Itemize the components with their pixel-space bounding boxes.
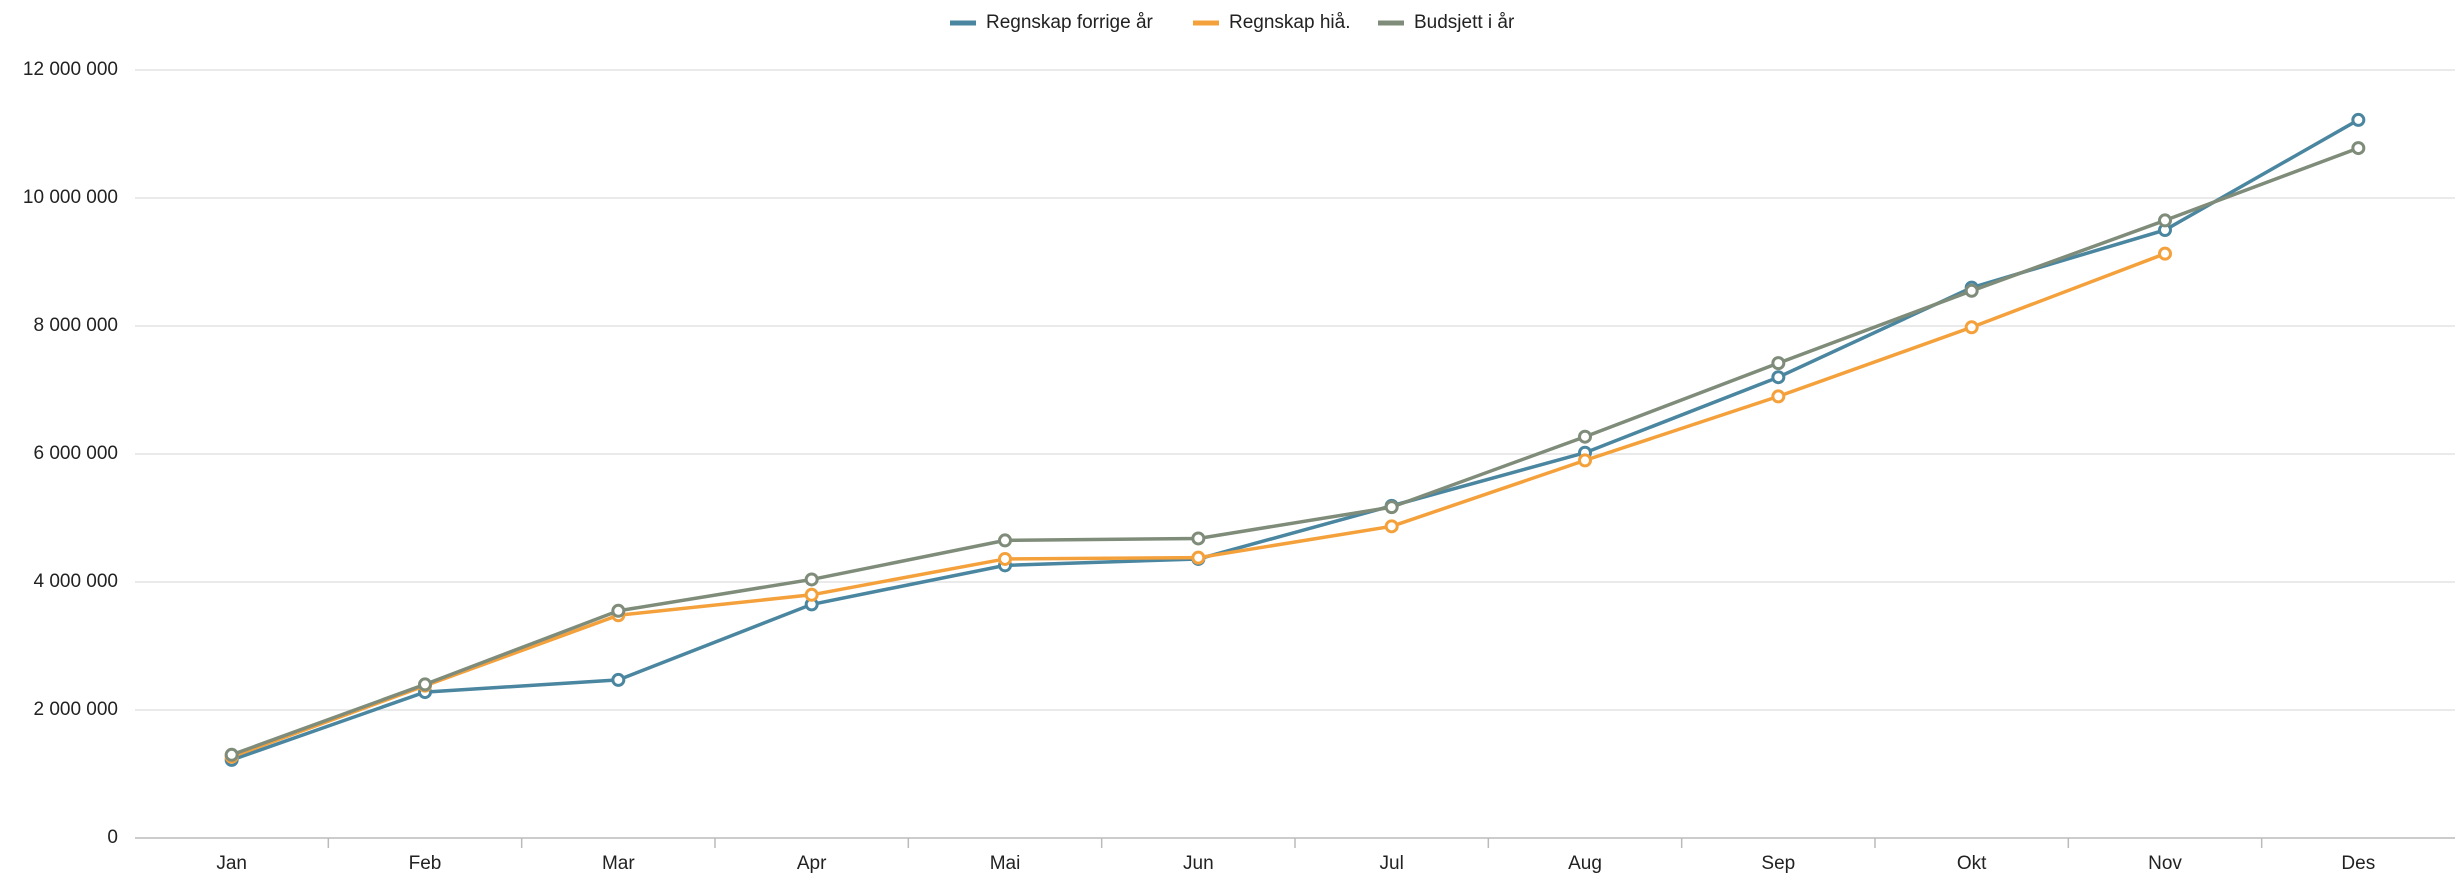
x-tick-label: Jan — [216, 853, 247, 874]
x-tick-label: Jul — [1380, 853, 1404, 874]
data-point — [804, 587, 819, 602]
data-point — [224, 747, 239, 762]
data-point — [611, 672, 626, 687]
data-point — [998, 551, 1012, 566]
x-tick-label: Nov — [2148, 853, 2182, 874]
data-point — [998, 533, 1012, 548]
data-point — [2351, 141, 2366, 156]
data-point — [2158, 213, 2172, 228]
y-tick-label: 2 000 000 — [33, 699, 118, 720]
x-tick-label: Feb — [409, 853, 442, 874]
series-line — [231, 118, 2360, 762]
data-point — [1384, 519, 1399, 534]
y-tick-label: 8 000 000 — [33, 315, 118, 336]
data-point — [1384, 500, 1399, 515]
data-point — [1578, 429, 1592, 444]
x-tick-label: Jun — [1183, 853, 1214, 874]
data-point — [1771, 370, 1786, 385]
x-tick-label: Apr — [797, 853, 827, 874]
data-point — [611, 603, 626, 618]
data-point — [1578, 453, 1592, 468]
y-tick-label: 4 000 000 — [33, 571, 118, 592]
legend-label: Budsjett i år — [1414, 12, 1515, 33]
x-tick-label: Des — [2341, 853, 2375, 874]
y-tick-label: 6 000 000 — [33, 443, 118, 464]
y-tick-label: 10 000 000 — [23, 187, 118, 208]
x-tick-label: Mai — [990, 853, 1021, 874]
data-point — [1771, 389, 1786, 404]
x-tick-label: Okt — [1957, 853, 1987, 874]
data-point — [1191, 531, 1206, 546]
data-point — [1964, 320, 1979, 335]
x-tick-label: Aug — [1568, 853, 1602, 874]
data-point — [2351, 112, 2366, 127]
data-point — [418, 677, 432, 692]
x-tick-label: Sep — [1761, 853, 1795, 874]
data-point — [1191, 550, 1206, 565]
data-point — [2158, 246, 2172, 261]
y-tick-label: 0 — [107, 827, 118, 848]
y-tick-label: 12 000 000 — [23, 59, 118, 80]
series-line — [231, 252, 2166, 759]
data-point — [1964, 283, 1979, 298]
x-tick-label: Mar — [602, 853, 635, 874]
data-point — [804, 572, 819, 587]
data-point — [1771, 356, 1786, 371]
series-line — [231, 146, 2359, 757]
legend-label: Regnskap forrige år — [986, 12, 1154, 33]
legend-label: Regnskap hiå. — [1229, 12, 1350, 33]
